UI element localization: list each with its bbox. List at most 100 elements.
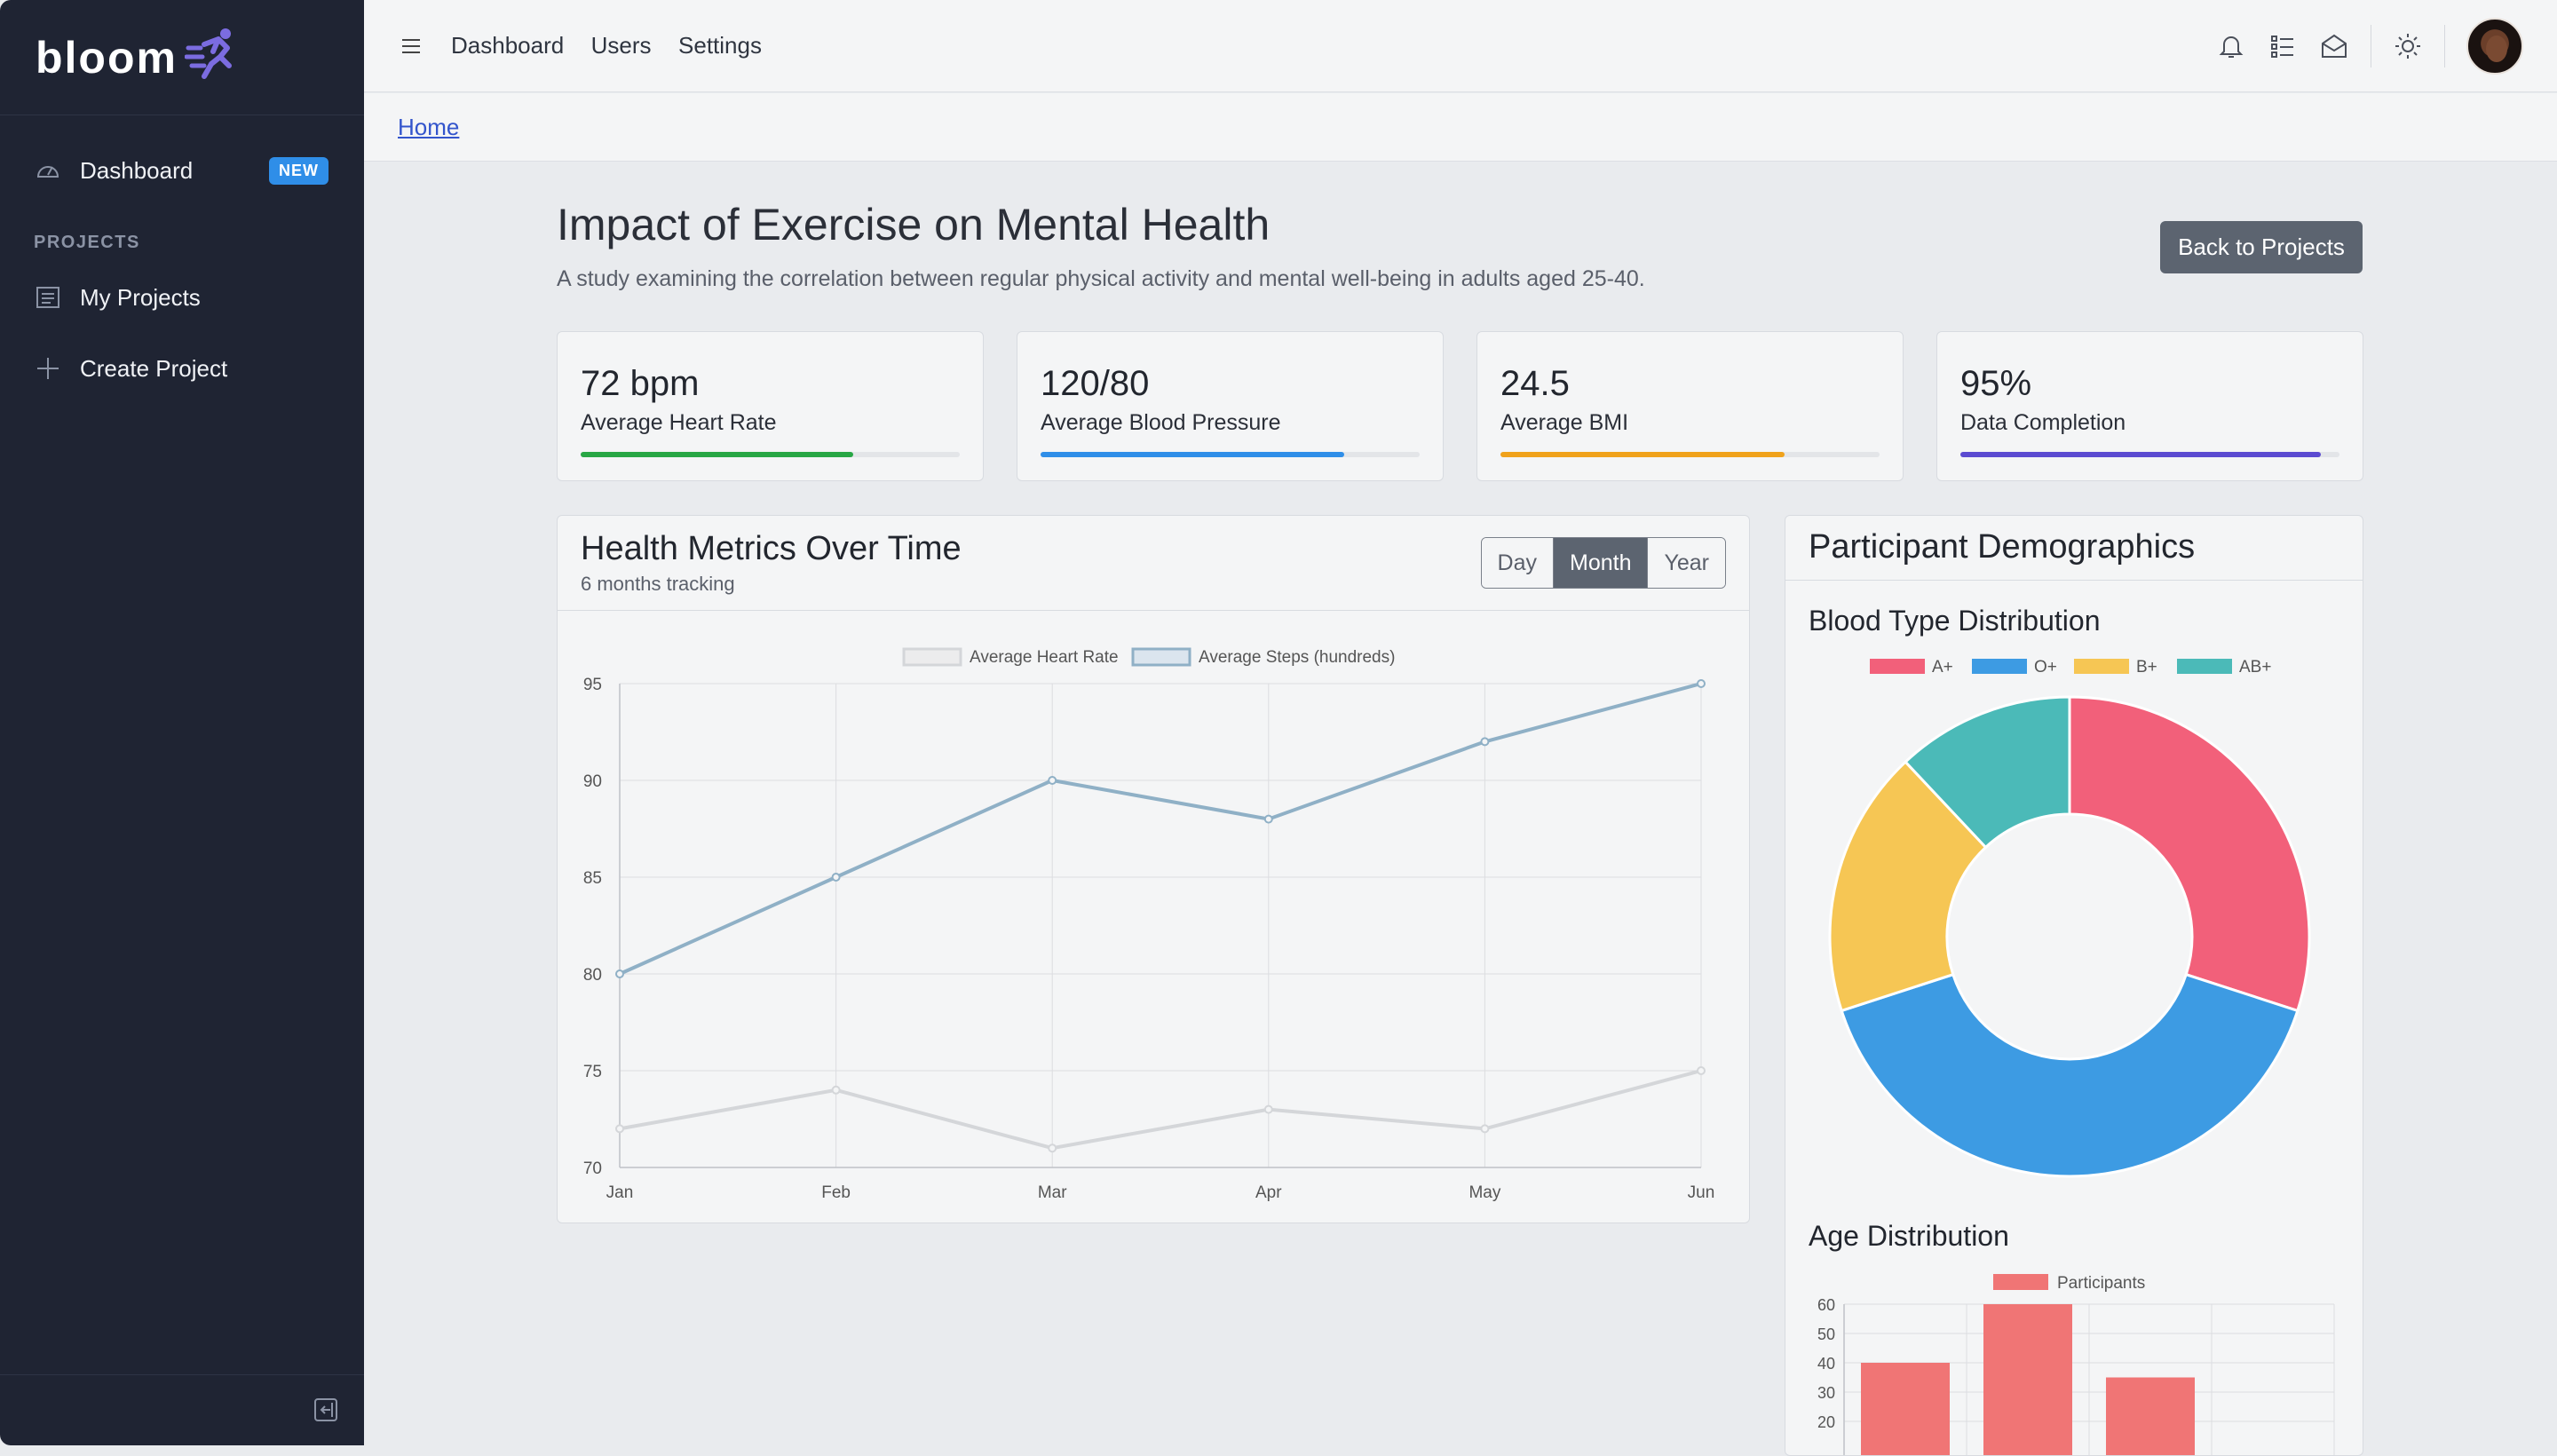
y-tick-label: 75 — [583, 1063, 602, 1081]
data-point — [833, 874, 840, 881]
back-to-projects-button[interactable]: Back to Projects — [2160, 221, 2363, 273]
data-point — [1049, 777, 1056, 784]
card-title: Health Metrics Over Time — [581, 530, 962, 568]
sidebar-item-label: Create Project — [80, 355, 227, 383]
nav-link-settings[interactable]: Settings — [678, 32, 762, 59]
legend-swatch — [2177, 659, 2232, 674]
breadcrumb-home-link[interactable]: Home — [398, 114, 459, 141]
divider — [2444, 25, 2445, 67]
stat-card-blood-pressure: 120/80 Average Blood Pressure — [1017, 331, 1444, 481]
stat-value: 72 bpm — [581, 364, 699, 404]
range-day-button[interactable]: Day — [1482, 538, 1553, 588]
y-tick-label: 80 — [583, 966, 602, 985]
topbar-actions — [2195, 20, 2523, 73]
sidebar-footer — [0, 1374, 364, 1445]
stat-card-bmi: 24.5 Average BMI — [1476, 331, 1904, 481]
list-icon — [34, 283, 62, 312]
new-badge: NEW — [269, 157, 329, 185]
sidebar-item-create-project[interactable]: Create Project — [0, 333, 364, 404]
range-month-button[interactable]: Month — [1553, 538, 1647, 588]
y-tick-label: 60 — [1817, 1296, 1835, 1314]
participant-demographics-card: Participant Demographics Blood Type Dist… — [1785, 515, 2363, 1456]
card-header: Health Metrics Over Time 6 months tracki… — [558, 516, 1749, 611]
data-point — [1265, 1106, 1272, 1113]
legend-label: Participants — [2057, 1274, 2145, 1293]
x-tick-label: Jun — [1688, 1183, 1715, 1202]
plus-icon — [34, 354, 62, 383]
x-tick-label: Jan — [606, 1183, 634, 1202]
data-point — [1481, 1125, 1488, 1132]
top-nav: Dashboard Users Settings — [424, 32, 762, 59]
sidebar-item-my-projects[interactable]: My Projects — [0, 262, 364, 333]
y-tick-label: 70 — [583, 1159, 602, 1178]
y-tick-label: 85 — [583, 869, 602, 888]
top-navbar: Dashboard Users Settings — [364, 0, 2557, 92]
blood-type-donut-chart: A+O+B+AB+ — [1785, 649, 2363, 1199]
legend-swatch — [2074, 659, 2129, 674]
sidebar: bloom Dashboard NEW PROJECTS My Projects… — [0, 0, 364, 1445]
projects-section-heading: PROJECTS — [0, 233, 364, 253]
nav-link-dashboard[interactable]: Dashboard — [451, 32, 564, 59]
legend-label: O+ — [2034, 658, 2057, 677]
y-tick-label: 50 — [1817, 1325, 1835, 1343]
stat-progress-fill — [1960, 452, 2321, 457]
collapse-sidebar-icon[interactable] — [313, 1397, 339, 1423]
data-point — [616, 970, 623, 977]
nav-link-users[interactable]: Users — [591, 32, 652, 59]
x-tick-label: May — [1468, 1183, 1500, 1202]
legend-swatch — [1870, 659, 1925, 674]
brand[interactable]: bloom — [0, 0, 364, 115]
sidebar-item-label: My Projects — [80, 284, 201, 312]
stat-card-data-completion: 95% Data Completion — [1936, 331, 2363, 481]
stat-label: Average Blood Pressure — [1041, 410, 1281, 436]
data-point — [1049, 1144, 1056, 1151]
card-subtitle: 6 months tracking — [581, 573, 735, 596]
blood-type-title: Blood Type Distribution — [1809, 605, 2100, 637]
donut-slice — [1841, 975, 2298, 1176]
y-tick-label: 30 — [1817, 1384, 1835, 1402]
y-tick-label: 90 — [583, 772, 602, 791]
legend-label: Average Heart Rate — [970, 648, 1119, 667]
x-tick-label: Mar — [1038, 1183, 1067, 1202]
stat-card-heart-rate: 72 bpm Average Heart Rate — [557, 331, 984, 481]
health-metrics-line-chart: Average Heart Rate Average Steps (hundred… — [558, 611, 1750, 1223]
stat-progress-track — [1041, 452, 1420, 457]
legend-label: Average Steps (hundreds) — [1199, 648, 1395, 667]
runner-logo-icon — [185, 25, 243, 83]
user-avatar[interactable] — [2466, 18, 2523, 75]
bar — [1983, 1304, 2072, 1456]
page-title: Impact of Exercise on Mental Health — [557, 199, 1270, 250]
sidebar-item-dashboard[interactable]: Dashboard NEW — [0, 135, 364, 206]
stat-progress-fill — [1041, 452, 1344, 457]
bell-icon[interactable] — [2216, 31, 2246, 61]
health-metrics-card: Health Metrics Over Time 6 months tracki… — [557, 515, 1750, 1223]
checklist-icon[interactable] — [2268, 31, 2298, 61]
sun-icon[interactable] — [2393, 31, 2423, 61]
stat-label: Data Completion — [1960, 410, 2126, 436]
legend-swatch — [1972, 659, 2027, 674]
stat-value: 95% — [1960, 364, 2031, 404]
stat-progress-track — [1960, 452, 2339, 457]
menu-icon[interactable] — [398, 33, 424, 59]
bar — [1861, 1363, 1950, 1456]
donut-slice — [2070, 697, 2309, 1010]
page-subtitle: A study examining the correlation betwee… — [557, 266, 1645, 292]
range-year-button[interactable]: Year — [1647, 538, 1725, 588]
data-point — [1698, 1067, 1705, 1074]
y-tick-label: 40 — [1817, 1355, 1835, 1373]
stat-progress-track — [581, 452, 960, 457]
stat-progress-track — [1500, 452, 1880, 457]
y-tick-label: 95 — [583, 676, 602, 694]
mail-icon[interactable] — [2319, 31, 2349, 61]
data-point — [1265, 816, 1272, 823]
sidebar-item-label: Dashboard — [80, 157, 193, 185]
series-line — [620, 684, 1701, 974]
range-toggle: Day Month Year — [1481, 537, 1726, 589]
stat-progress-fill — [1500, 452, 1785, 457]
card-header: Participant Demographics — [1785, 516, 2363, 581]
bar — [2106, 1378, 2195, 1456]
x-tick-label: Apr — [1255, 1183, 1282, 1202]
data-point — [616, 1125, 623, 1132]
breadcrumb: Home — [364, 93, 2557, 162]
